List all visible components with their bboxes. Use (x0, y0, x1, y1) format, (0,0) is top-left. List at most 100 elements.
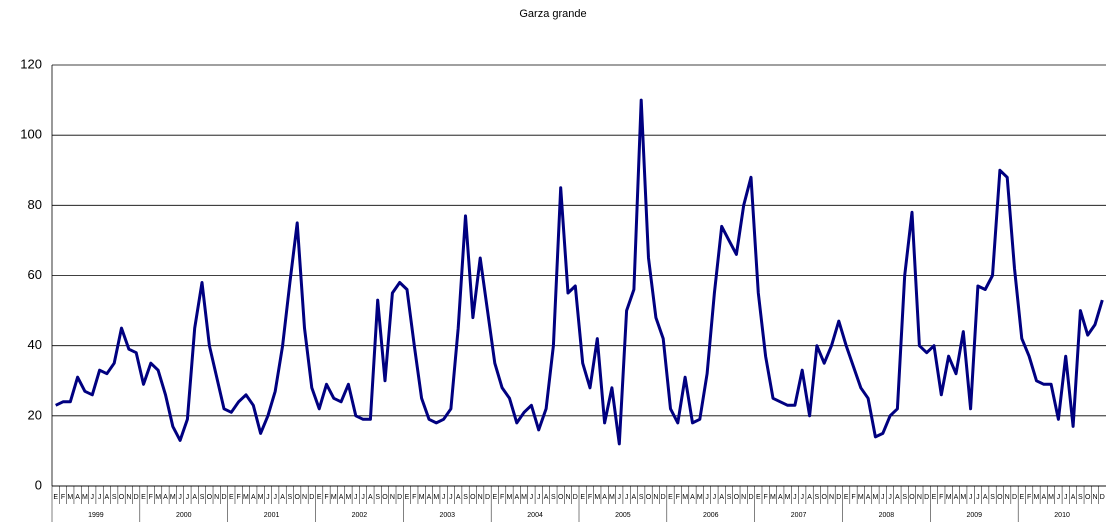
x-tick-label: J (530, 494, 534, 501)
x-tick-label: A (427, 494, 432, 501)
x-tick-label: N (917, 494, 922, 501)
x-tick-label: S (200, 494, 205, 501)
x-tick-label: E (844, 494, 849, 501)
x-tick-label: F (324, 494, 328, 501)
x-tick-label: M (960, 494, 966, 501)
x-tick-label: A (778, 494, 783, 501)
x-tick-label: S (112, 494, 117, 501)
x-tick-label: A (1071, 494, 1076, 501)
x-tick-label: M (433, 494, 439, 501)
y-tick-label: 120 (20, 56, 42, 71)
y-tick-label: 60 (28, 267, 42, 282)
x-tick-label: J (361, 494, 365, 501)
x-tick-label: M (858, 494, 864, 501)
x-tick-label: A (807, 494, 812, 501)
x-tick-label: N (126, 494, 131, 501)
x-tick-label: J (449, 494, 453, 501)
x-tick-label: A (456, 494, 461, 501)
x-tick-label: A (339, 494, 344, 501)
x-tick-label: J (800, 494, 804, 501)
x-tick-label: O (821, 494, 827, 501)
x-tick-label: M (1048, 494, 1054, 501)
x-tick-label: J (1057, 494, 1061, 501)
x-tick-label: E (229, 494, 234, 501)
x-tick-label: S (727, 494, 732, 501)
x-tick-label: E (492, 494, 497, 501)
x-tick-label: A (251, 494, 256, 501)
x-tick-label: J (969, 494, 973, 501)
x-tick-label: A (954, 494, 959, 501)
x-tick-label: M (258, 494, 264, 501)
x-tick-label: M (1034, 494, 1040, 501)
x-tick-label: A (514, 494, 519, 501)
x-tick-label: O (734, 494, 740, 501)
year-label: 2007 (791, 512, 807, 519)
x-tick-label: J (186, 494, 190, 501)
x-tick-label: J (618, 494, 622, 501)
x-tick-label: M (594, 494, 600, 501)
x-tick-label: O (470, 494, 476, 501)
x-tick-label: O (1085, 494, 1091, 501)
x-tick-label: A (544, 494, 549, 501)
x-tick-label: S (639, 494, 644, 501)
x-tick-label: D (397, 494, 402, 501)
year-label: 2009 (966, 512, 982, 519)
x-tick-label: D (661, 494, 666, 501)
x-tick-label: D (573, 494, 578, 501)
x-tick-label: M (697, 494, 703, 501)
x-tick-label: J (273, 494, 277, 501)
x-tick-label: M (67, 494, 73, 501)
x-tick-label: A (192, 494, 197, 501)
x-tick-label: E (141, 494, 146, 501)
x-tick-label: S (990, 494, 995, 501)
x-tick-label: J (442, 494, 446, 501)
x-tick-label: S (1078, 494, 1083, 501)
x-tick-label: N (1005, 494, 1010, 501)
x-tick-label: M (82, 494, 88, 501)
year-label: 1999 (88, 512, 104, 519)
y-tick-label: 0 (35, 477, 42, 492)
x-tick-label: N (829, 494, 834, 501)
x-tick-label: N (390, 494, 395, 501)
x-tick-label: D (1012, 494, 1017, 501)
x-tick-label: A (105, 494, 110, 501)
x-tick-label: M (521, 494, 527, 501)
x-tick-label: N (478, 494, 483, 501)
data-line (55, 98, 1104, 446)
x-tick-label: M (946, 494, 952, 501)
year-label: 2010 (1054, 512, 1070, 519)
x-tick-label: N (565, 494, 570, 501)
x-tick-label: M (682, 494, 688, 501)
x-tick-label: S (375, 494, 380, 501)
x-tick-label: F (851, 494, 855, 501)
year-label: 2004 (527, 512, 543, 519)
x-tick-label: A (690, 494, 695, 501)
x-tick-label: A (866, 494, 871, 501)
x-tick-label: N (214, 494, 219, 501)
x-tick-label: S (288, 494, 293, 501)
x-tick-label: D (485, 494, 490, 501)
x-tick-label: J (793, 494, 797, 501)
x-tick-label: E (756, 494, 761, 501)
x-tick-label: O (207, 494, 213, 501)
x-tick-label: J (881, 494, 885, 501)
x-tick-label: A (1041, 494, 1046, 501)
x-tick-label: E (668, 494, 673, 501)
x-tick-label: E (932, 494, 937, 501)
x-tick-label: M (770, 494, 776, 501)
x-tick-label: S (902, 494, 907, 501)
x-tick-label: M (170, 494, 176, 501)
x-tick-label: O (294, 494, 300, 501)
x-tick-label: E (580, 494, 585, 501)
x-tick-label: N (741, 494, 746, 501)
x-tick-label: F (237, 494, 241, 501)
x-tick-label: A (895, 494, 900, 501)
x-tick-label: J (91, 494, 95, 501)
x-tick-label: M (785, 494, 791, 501)
x-tick-label: J (537, 494, 541, 501)
x-tick-label: J (266, 494, 270, 501)
x-tick-label: A (983, 494, 988, 501)
x-tick-label: M (243, 494, 249, 501)
x-tick-label: F (149, 494, 153, 501)
